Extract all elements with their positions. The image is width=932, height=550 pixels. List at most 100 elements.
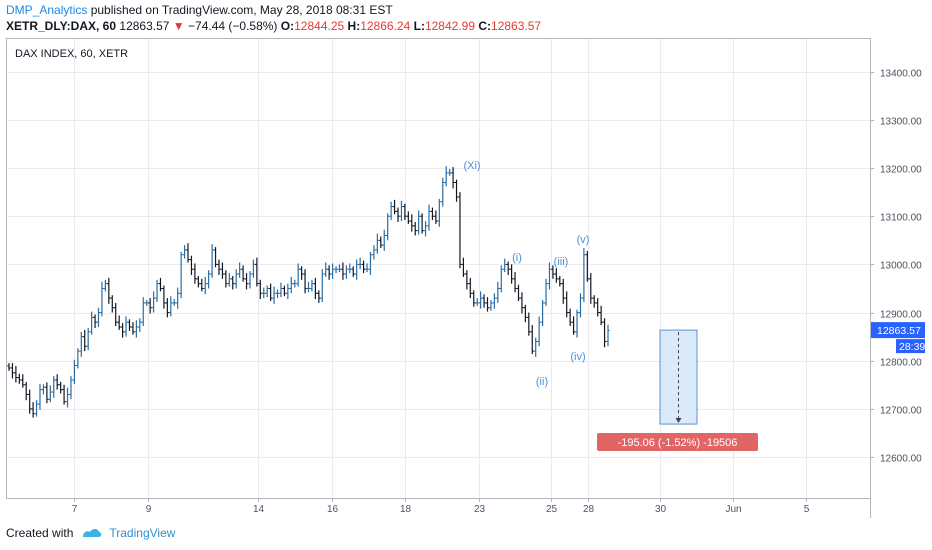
ohlc-bar: [406, 211, 411, 224]
ohlc-bar: [582, 248, 586, 302]
ohlc-bar: [151, 291, 156, 313]
ohlc-bar: [199, 278, 204, 292]
ohlc-bar: [113, 302, 118, 327]
ohlc-bar: [213, 247, 218, 268]
ohlc-bar: [237, 262, 242, 278]
ohlc-bar: [496, 281, 500, 303]
ohlc-bar: [48, 385, 53, 403]
high-label: H:: [347, 19, 361, 33]
ohlc-bar: [14, 366, 18, 383]
wave-label: (v): [577, 234, 590, 246]
ohlc-bar: [468, 277, 473, 299]
ohlc-bar: [403, 203, 407, 221]
ohlc-bar: [465, 270, 469, 290]
ohlc-bar: [62, 384, 66, 405]
ohlc-bar: [162, 285, 166, 309]
ohlc-bar: [182, 245, 187, 259]
ohlc-bar: [588, 273, 593, 304]
ohlc-bar: [227, 273, 232, 287]
wave-label: (iii): [554, 256, 569, 268]
x-tick-label: 14: [253, 504, 265, 515]
ohlc-bar: [368, 251, 373, 275]
ohlc-bar: [58, 381, 63, 394]
ohlc-bar: [76, 348, 80, 369]
ohlc-bar: [224, 270, 228, 288]
ohlc-bar: [558, 275, 562, 287]
x-tick-label: 30: [655, 504, 667, 515]
ohlc-bar: [409, 214, 414, 232]
ohlc-bar: [79, 331, 84, 357]
y-tick-label: 13100.00: [880, 213, 922, 224]
ohlc-bar: [165, 298, 170, 318]
ohlc-bar: [175, 287, 180, 309]
ohlc-bar: [599, 305, 603, 326]
ohlc-bar: [489, 300, 493, 311]
wave-label: (ii): [536, 376, 548, 388]
ohlc-bar: [168, 296, 173, 317]
ohlc-bar: [275, 289, 280, 299]
x-tick-label: 23: [474, 504, 486, 515]
ohlc-bar: [24, 381, 29, 401]
y-tick-label: 13200.00: [880, 165, 922, 176]
ohlc-bar: [10, 363, 15, 379]
ohlc-bar: [513, 272, 517, 293]
ohlc-bar: [551, 265, 555, 279]
y-tick-label: 13400.00: [880, 69, 922, 80]
ohlc-bar: [389, 201, 393, 221]
chart-title: DAX INDEX, 60, XETR: [15, 48, 128, 60]
ohlc-bar: [303, 269, 307, 294]
ohlc-bar: [17, 373, 22, 384]
ohlc-bar: [361, 260, 366, 274]
ohlc-bar: [296, 263, 300, 287]
ohlc-bar: [354, 259, 359, 280]
ohlc-bar: [430, 207, 435, 221]
tradingview-brand[interactable]: TradingView: [109, 526, 176, 540]
ohlc-bar: [100, 281, 104, 317]
ohlc-bar: [575, 309, 579, 338]
ohlc-bar: [447, 169, 452, 176]
ohlc-bar: [568, 308, 572, 327]
ohlc-bar: [265, 285, 269, 298]
ohlc-bar: [27, 389, 32, 414]
current-price-label: 12863.57: [877, 325, 921, 337]
open-value: 12844.25: [294, 19, 345, 33]
ohlc-bar: [234, 269, 239, 289]
ohlc-bar: [606, 324, 610, 347]
ohlc-bar: [506, 261, 510, 275]
ohlc-bar: [144, 300, 149, 306]
ohlc-bar: [196, 275, 201, 288]
close-value: 12863.57: [491, 19, 542, 33]
ohlc-bar: [86, 327, 90, 351]
chart-area[interactable]: 13400.00 13300.00 13200.00 13100.00 13000.00…: [6, 38, 926, 518]
ohlc-bar: [110, 295, 115, 313]
ohlc-bar: [261, 287, 266, 299]
ohlc-bar: [585, 250, 590, 282]
y-tick-label: 12900.00: [880, 310, 922, 321]
ohlc-bar: [158, 277, 163, 292]
ohlc-bar: [172, 299, 177, 306]
ohlc-bar: [127, 319, 132, 331]
y-tick-label: 13300.00: [880, 117, 922, 128]
ohlc-bar: [602, 318, 607, 348]
ohlc-bar: [392, 199, 397, 215]
ohlc-bar: [45, 382, 49, 404]
ohlc-bar: [179, 251, 183, 299]
ohlc-bar: [396, 207, 400, 222]
ohlc-bar: [554, 268, 559, 283]
ohlc-bar: [420, 213, 424, 234]
footer: Created with TradingView: [6, 526, 175, 540]
projection-label-bg: [597, 433, 758, 452]
countdown-badge: [896, 339, 925, 354]
x-tick-label: 5: [804, 504, 810, 515]
ohlc-bar: [451, 167, 455, 189]
ohlc-bar: [478, 291, 483, 309]
x-tick-label: 25: [546, 504, 558, 515]
ohlc-bar: [279, 282, 283, 298]
ohlc-bar: [527, 312, 531, 336]
ohlc-bar: [523, 304, 528, 323]
ohlc-bar: [533, 337, 538, 357]
author-link[interactable]: DMP_Analytics: [6, 3, 88, 17]
price-chart[interactable]: 13400.00 13300.00 13200.00 13100.00 13000.00…: [6, 38, 926, 518]
ohlc-bar: [244, 273, 249, 290]
ohlc-bar: [413, 222, 418, 236]
